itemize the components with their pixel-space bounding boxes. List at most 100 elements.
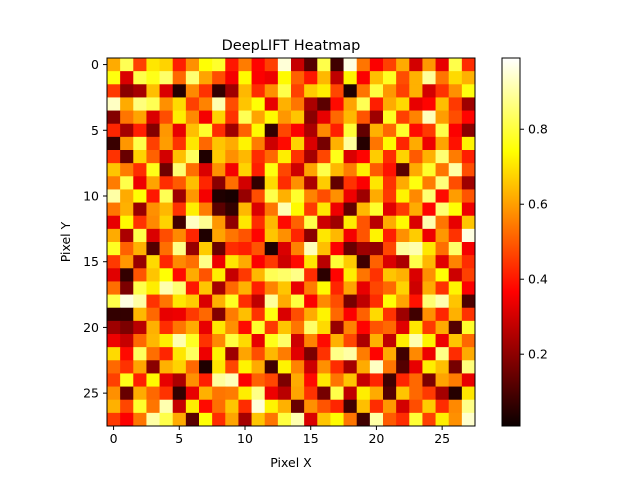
heatmap-cell bbox=[330, 334, 344, 348]
heatmap-cell bbox=[238, 386, 252, 401]
heatmap-cell bbox=[146, 228, 160, 243]
heatmap-cell bbox=[172, 373, 187, 387]
heatmap-cell bbox=[225, 150, 239, 164]
heatmap-cell bbox=[107, 58, 121, 72]
heatmap-cell bbox=[107, 373, 121, 387]
heatmap-cell bbox=[330, 360, 344, 374]
heatmap-cell bbox=[383, 268, 397, 282]
heatmap-cell bbox=[461, 334, 476, 348]
heatmap-cell bbox=[461, 399, 476, 414]
heatmap-cell bbox=[146, 281, 160, 295]
heatmap-cell bbox=[251, 347, 266, 361]
heatmap-cell bbox=[343, 202, 358, 217]
heatmap-cell bbox=[330, 320, 344, 335]
heatmap-cell bbox=[435, 373, 450, 387]
heatmap-cell bbox=[146, 123, 160, 138]
heatmap-cell bbox=[343, 360, 358, 374]
heatmap-cell bbox=[212, 281, 226, 295]
heatmap-cell bbox=[356, 202, 371, 217]
heatmap-cell bbox=[251, 242, 266, 256]
heatmap-cell bbox=[356, 58, 371, 72]
heatmap-cell bbox=[304, 268, 318, 282]
heatmap-cell bbox=[251, 136, 266, 151]
heatmap-cell bbox=[264, 110, 279, 125]
heatmap-cell bbox=[238, 373, 252, 387]
heatmap-cell bbox=[435, 84, 450, 98]
heatmap-cell bbox=[409, 294, 423, 309]
heatmap-cell bbox=[146, 97, 160, 111]
heatmap-cell bbox=[277, 360, 292, 374]
heatmap-cell bbox=[422, 202, 436, 217]
heatmap-cell bbox=[107, 334, 121, 348]
heatmap-cell bbox=[225, 97, 239, 111]
heatmap-cell bbox=[448, 399, 463, 414]
heatmap-cell bbox=[212, 202, 226, 217]
heatmap-cell bbox=[304, 307, 318, 322]
heatmap-cell bbox=[383, 163, 397, 177]
heatmap-cell bbox=[133, 373, 147, 387]
heatmap-cell bbox=[369, 386, 384, 401]
heatmap-cell bbox=[435, 228, 450, 243]
heatmap-cell bbox=[264, 255, 279, 269]
heatmap-cell bbox=[199, 320, 213, 335]
x-tick-label: 10 bbox=[237, 431, 253, 446]
heatmap-cell bbox=[343, 189, 358, 203]
heatmap-cell bbox=[396, 189, 410, 203]
heatmap-cell bbox=[369, 294, 384, 309]
heatmap-cell bbox=[356, 386, 371, 401]
heatmap-cell bbox=[172, 399, 187, 414]
heatmap-cell bbox=[107, 399, 121, 414]
heatmap-cell bbox=[330, 58, 344, 72]
heatmap-cell bbox=[383, 97, 397, 111]
heatmap-cell bbox=[330, 399, 344, 414]
heatmap-cell bbox=[291, 255, 305, 269]
y-axis-label: Pixel Y bbox=[58, 221, 73, 262]
heatmap-cell bbox=[422, 84, 436, 98]
heatmap-cell bbox=[251, 97, 266, 111]
heatmap-cell bbox=[448, 215, 463, 230]
y-tick-label: 25 bbox=[83, 386, 99, 401]
heatmap-cell bbox=[199, 281, 213, 295]
heatmap-cell bbox=[317, 202, 331, 217]
heatmap-cell bbox=[304, 399, 318, 414]
heatmap-cell bbox=[133, 97, 147, 111]
heatmap-cell bbox=[396, 373, 410, 387]
heatmap-cell bbox=[159, 215, 174, 230]
heatmap-cell bbox=[383, 255, 397, 269]
heatmap-cell bbox=[448, 360, 463, 374]
heatmap-cell bbox=[120, 163, 134, 177]
heatmap-cell bbox=[343, 386, 358, 401]
heatmap-cell bbox=[409, 399, 423, 414]
heatmap-cell bbox=[343, 176, 358, 190]
heatmap-cell bbox=[133, 84, 147, 98]
heatmap-cell bbox=[199, 150, 213, 164]
heatmap-cell bbox=[330, 150, 344, 164]
heatmap-cell bbox=[199, 373, 213, 387]
heatmap-cell bbox=[317, 123, 331, 138]
heatmap-cell bbox=[448, 347, 463, 361]
heatmap-cell bbox=[291, 176, 305, 190]
heatmap-cell bbox=[251, 320, 266, 335]
heatmap-cell bbox=[383, 281, 397, 295]
heatmap-cell bbox=[330, 189, 344, 203]
heatmap-cell bbox=[172, 58, 187, 72]
heatmap-cell bbox=[291, 58, 305, 72]
heatmap-cell bbox=[291, 202, 305, 217]
heatmap-cell bbox=[120, 268, 134, 282]
heatmap-cell bbox=[159, 255, 174, 269]
heatmap-cell bbox=[343, 347, 358, 361]
heatmap-cell bbox=[422, 347, 436, 361]
heatmap-cell bbox=[317, 294, 331, 309]
heatmap-cell bbox=[120, 71, 134, 85]
heatmap-cell bbox=[422, 412, 436, 427]
heatmap-cell bbox=[212, 110, 226, 125]
heatmap-cell bbox=[120, 110, 134, 125]
heatmap-cell bbox=[107, 412, 121, 427]
heatmap-cell bbox=[225, 294, 239, 309]
heatmap-cell bbox=[291, 110, 305, 125]
heatmap-cell bbox=[238, 71, 252, 85]
heatmap-cell bbox=[120, 360, 134, 374]
heatmap-cell bbox=[317, 268, 331, 282]
heatmap-cell bbox=[396, 58, 410, 72]
heatmap-cell bbox=[422, 123, 436, 138]
